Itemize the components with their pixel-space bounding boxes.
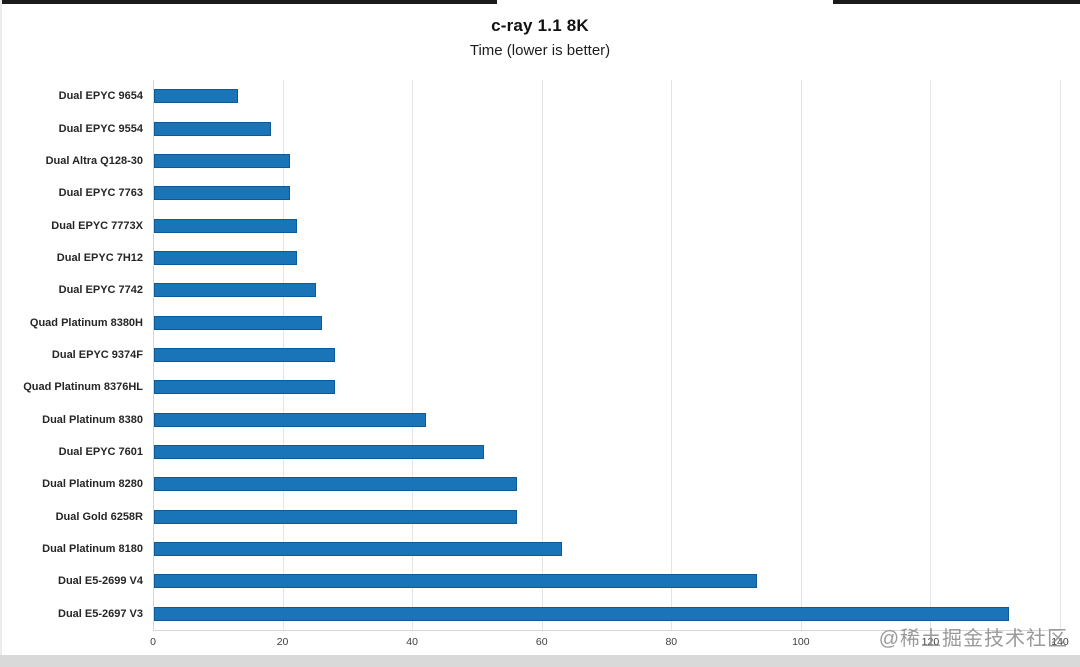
gridline: [412, 80, 414, 630]
y-axis-line: [153, 80, 154, 630]
watermark-text: @稀土掘金技术社区: [878, 628, 1068, 650]
bar-label: Dual EPYC 7601: [58, 446, 143, 459]
bar: [154, 477, 517, 492]
x-tick-label: 60: [535, 636, 548, 648]
bar-label: Quad Platinum 8376HL: [23, 381, 143, 394]
bar-label: Quad Platinum 8380H: [29, 316, 143, 329]
x-tick-label: 40: [406, 636, 418, 648]
left-edge-strip: [0, 0, 2, 667]
bar: [154, 380, 336, 395]
gridline: [930, 80, 932, 630]
x-tick-label: 100: [792, 636, 810, 648]
bar-label: Dual EPYC 7763: [58, 187, 143, 200]
x-axis-line: [153, 630, 1060, 631]
bar: [154, 348, 336, 362]
gridline: [1060, 80, 1061, 630]
bar: [154, 250, 297, 265]
bar: [154, 315, 323, 330]
bar-label: Dual EPYC 7742: [58, 284, 143, 297]
gridline: [671, 80, 673, 630]
bar-label: Dual E5-2699 V4: [58, 575, 143, 588]
top-edge-strip-right: [833, 0, 1080, 4]
bar-label: Dual EPYC 9554: [58, 122, 143, 135]
bar-label: Dual Platinum 8380: [42, 413, 143, 426]
bar: [154, 509, 517, 524]
x-tick-label: 140: [1051, 636, 1069, 648]
gridline: [541, 80, 543, 630]
bar: [154, 121, 271, 136]
bottom-edge-strip: [0, 655, 1080, 667]
bar: [154, 283, 316, 298]
bar-label: Dual EPYC 7H12: [56, 251, 143, 264]
bar: [154, 606, 1010, 621]
x-tick-label: 20: [276, 636, 289, 648]
bar: [154, 574, 757, 589]
bar: [154, 89, 239, 104]
bar: [154, 542, 563, 557]
bar: [154, 218, 297, 233]
bar-label: Dual EPYC 7773X: [51, 219, 143, 232]
bar-label: Dual Platinum 8180: [42, 543, 143, 556]
bar: [154, 412, 427, 427]
x-tick-label: 0: [150, 636, 156, 648]
top-edge-strip-left: [0, 0, 497, 4]
chart-subtitle: Time (lower is better): [469, 42, 611, 59]
bar-label: Dual EPYC 9654: [58, 90, 143, 103]
bar: [154, 186, 291, 201]
gridline: [800, 80, 802, 630]
chart-title: c-ray 1.1 8K: [491, 16, 589, 35]
bar-label: Dual Altra Q128-30: [45, 154, 143, 167]
bar: [154, 445, 485, 460]
bar-label: Dual EPYC 9374F: [51, 349, 143, 361]
bar: [154, 153, 291, 168]
x-tick-label: 120: [921, 636, 940, 648]
bar-label: Dual E5-2697 V3: [58, 607, 143, 620]
bar-label: Dual Gold 6258R: [55, 510, 143, 523]
x-tick-label: 80: [665, 636, 678, 648]
bar-label: Dual Platinum 8280: [42, 478, 143, 491]
